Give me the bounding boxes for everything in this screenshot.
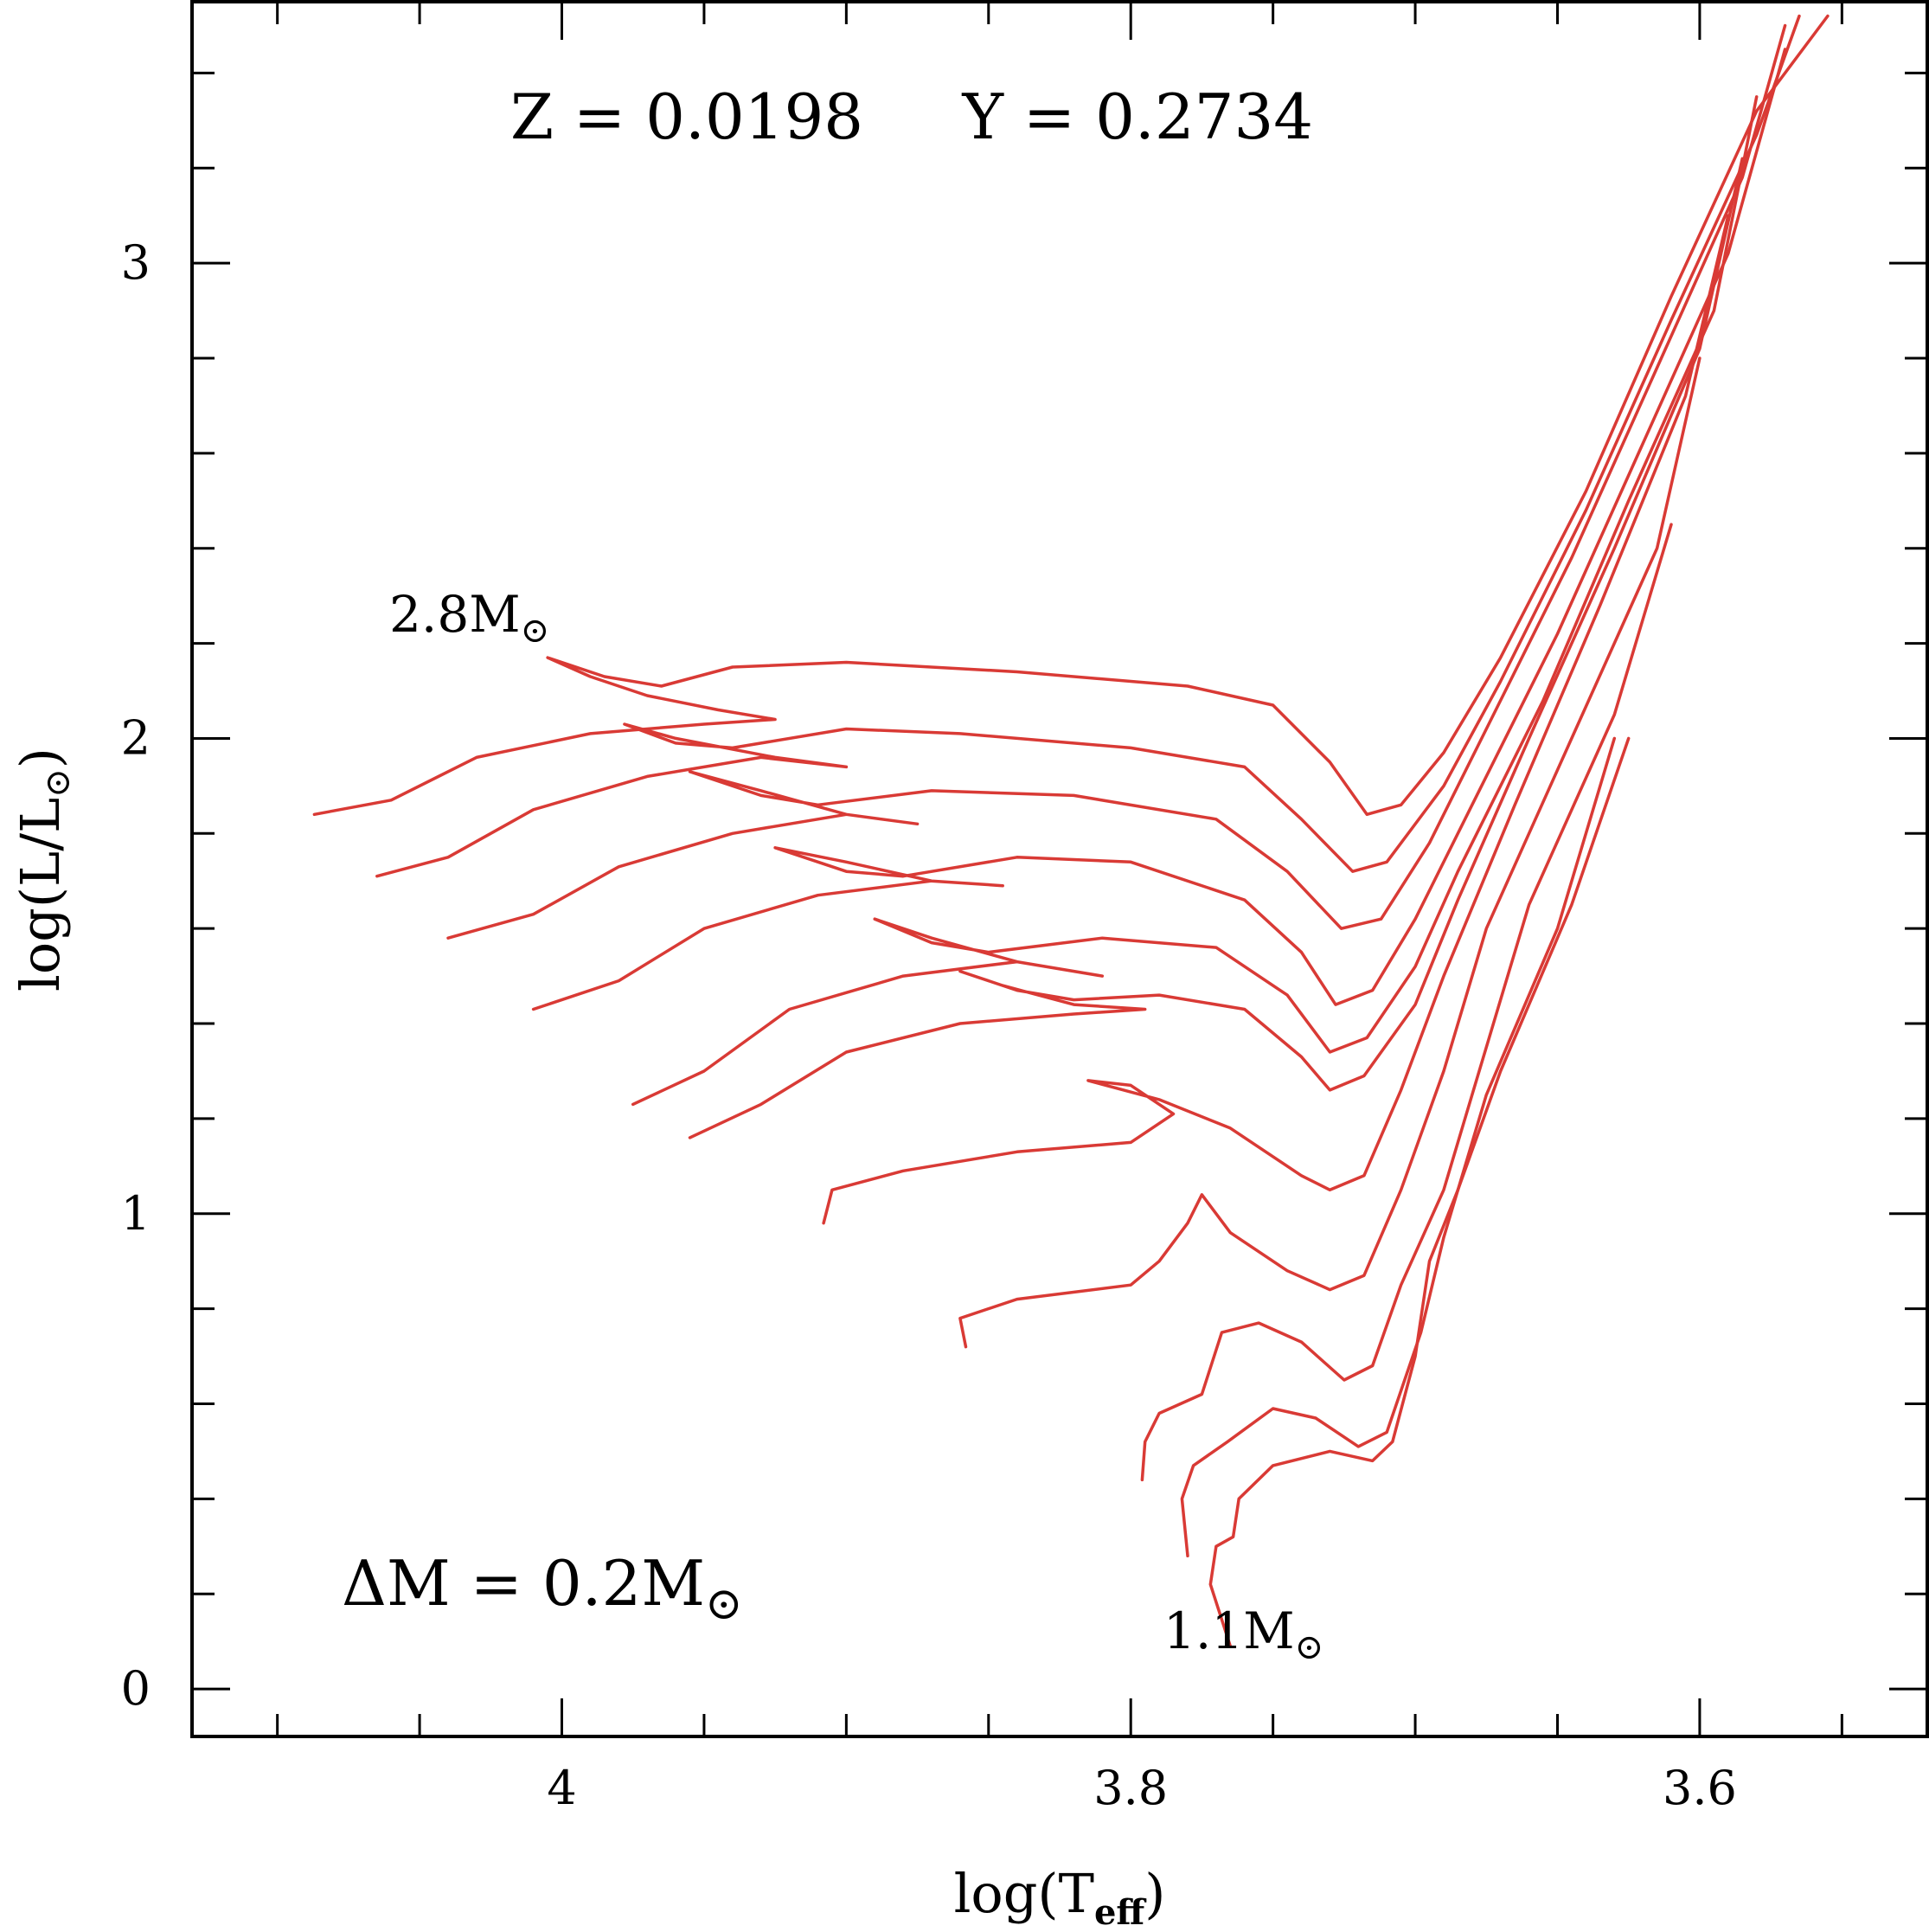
y-axis-label: log(L/L⊙) xyxy=(9,748,78,992)
y-tick-label: 0 xyxy=(121,1661,151,1716)
delta-mass-text: ΔM = 0.2M xyxy=(342,1547,705,1620)
y-axis-label-main: log(L/L xyxy=(9,798,72,992)
track-1_1-msun xyxy=(1208,736,1631,1648)
track-2_2-msun xyxy=(531,48,1787,1011)
plot-frame xyxy=(190,0,1929,1738)
low-mass-sun-symbol: ⊙ xyxy=(1295,1627,1324,1667)
high-mass-label: 2.8M⊙ xyxy=(389,585,549,651)
y-tick-label: 1 xyxy=(121,1186,151,1241)
track-1_8-msun xyxy=(688,157,1744,1139)
x-tick-label: 4 xyxy=(547,1761,576,1815)
evolutionary-tracks xyxy=(312,14,1830,1648)
high-mass-label-text: 2.8M xyxy=(389,585,521,644)
y-axis-label-close: ) xyxy=(9,748,72,768)
low-mass-label-text: 1.1M xyxy=(1163,1601,1295,1660)
x-axis-label-sub: eff xyxy=(1094,1892,1146,1932)
track-2_4-msun xyxy=(446,23,1787,940)
track-2_0-msun xyxy=(631,95,1759,1107)
track-1_6-msun xyxy=(822,214,1730,1225)
y-tick-label: 2 xyxy=(121,710,151,765)
delta-mass-annotation: ΔM = 0.2M⊙ xyxy=(342,1547,743,1630)
track-1_2-msun xyxy=(1180,736,1617,1558)
x-axis-label-close: ) xyxy=(1144,1862,1165,1925)
low-mass-label: 1.1M⊙ xyxy=(1163,1601,1323,1667)
y-axis-label-sun: ⊙ xyxy=(38,768,78,798)
track-2_6-msun xyxy=(375,14,1801,878)
y-tick-label: 3 xyxy=(121,235,151,290)
x-tick-label: 3.6 xyxy=(1663,1761,1737,1815)
high-mass-sun-symbol: ⊙ xyxy=(521,611,550,651)
composition-annotation: Z = 0.0198 Y = 0.2734 xyxy=(510,80,1313,153)
track-1_4-msun xyxy=(958,356,1701,1349)
delta-mass-sun-symbol: ⊙ xyxy=(705,1578,743,1630)
x-axis-label-main: log(T xyxy=(954,1862,1094,1925)
track-2_8-msun xyxy=(312,14,1830,817)
x-axis-label: log(Teff) xyxy=(954,1862,1166,1932)
x-tick-label: 3.8 xyxy=(1093,1761,1168,1815)
axis-ticks: 0 1 2 3 4 3.8 3.6 xyxy=(121,2,1927,1815)
track-1_3-msun xyxy=(1140,523,1673,1482)
